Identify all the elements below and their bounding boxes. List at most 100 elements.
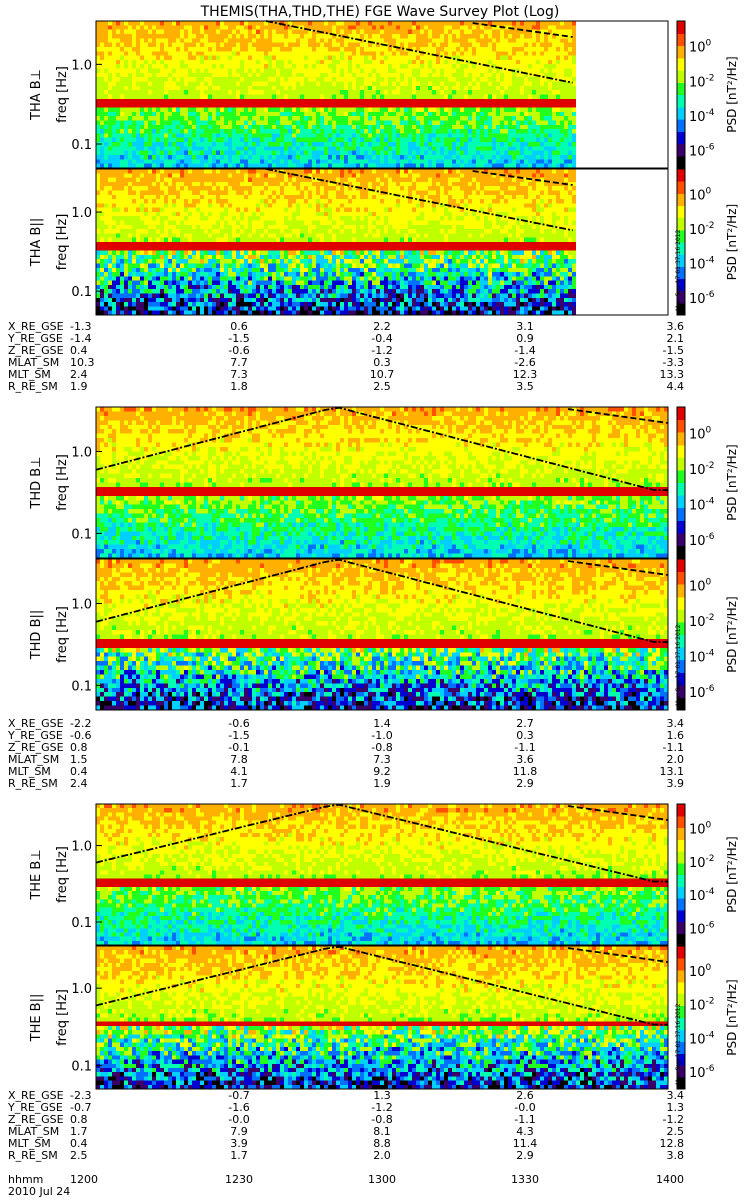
colorbar-tick-label: 10-4 xyxy=(689,255,715,272)
ephemeris-value: 1.9 xyxy=(70,380,88,393)
timestamp: Mon Sep 17 01:37:16 2012 xyxy=(675,1003,682,1085)
y-tick-label: 1.0 xyxy=(71,840,92,855)
colorbar-segment xyxy=(677,572,685,585)
ephemeris-value: 1.8 xyxy=(230,380,248,393)
colorbar-segment xyxy=(677,839,685,851)
ephemeris-value: 2.4 xyxy=(70,777,88,790)
colorbar-tick-label: 10-2 xyxy=(689,613,715,630)
timestamp: Mon Sep 17 01:37:16 2012 xyxy=(675,624,682,706)
colorbar-segment xyxy=(677,144,685,157)
colorbar-tick-label: 10-2 xyxy=(689,997,715,1014)
colorbar-segment xyxy=(677,863,685,875)
time-tick-label: 1400 xyxy=(656,1173,684,1186)
colorbar-tick-label: 10-2 xyxy=(689,854,715,871)
ephemeris-label: R_RE_SM xyxy=(8,777,58,790)
colorbar-segment xyxy=(677,804,685,816)
freq-axis-label: freq [Hz] xyxy=(55,66,70,123)
time-tick-label: 1230 xyxy=(225,1173,253,1186)
freq-axis-label: freq [Hz] xyxy=(55,846,70,903)
time-tick-label: 1330 xyxy=(511,1173,539,1186)
colorbar-segment xyxy=(677,470,685,483)
colorbar-segment xyxy=(677,420,685,433)
colorbar-tick-label: 100 xyxy=(689,821,712,838)
colorbar-segment xyxy=(677,181,685,194)
date-label: 2010 Jul 24 xyxy=(8,1185,70,1198)
ephemeris-value: 2.5 xyxy=(373,380,391,393)
ephemeris-label: R_RE_SM xyxy=(8,1149,58,1162)
colorbar-tick-label: 10-4 xyxy=(689,1030,715,1047)
colorbar-segment xyxy=(677,193,685,206)
colorbar-segment xyxy=(677,910,685,922)
ephemeris-block: X_RE_GSE -2.3 -0.7 1.3 2.6 3.4Y_RE_GSE -0.7 -1.… xyxy=(7,1089,684,1162)
ephemeris-block: X_RE_GSE -1.3 0.6 2.2 3.1 3.6Y_RE_GSE -1.4 -1.5… xyxy=(7,320,684,393)
colorbar-tick-label: 10-6 xyxy=(689,1064,715,1081)
time-tick-label: 1200 xyxy=(70,1173,98,1186)
colorbar-tick-label: 10-4 xyxy=(689,649,715,666)
colorbar-tick-label: 10-6 xyxy=(689,532,715,549)
colorbar-segment xyxy=(677,545,685,558)
colorbar-tick-label: 10-4 xyxy=(689,108,715,125)
colorbar-segment xyxy=(677,107,685,120)
colorbar-segment xyxy=(677,851,685,863)
colorbar-segment xyxy=(677,218,685,231)
heatmap-cells xyxy=(96,804,668,946)
y-tick-label: 1.0 xyxy=(71,598,92,613)
ephemeris-label: R_RE_SM xyxy=(8,380,58,393)
colorbar-segment xyxy=(677,33,685,46)
colorbar-tick-label: 10-2 xyxy=(689,221,715,238)
y-tick-label: 1.0 xyxy=(71,58,92,73)
ephemeris-value: 3.9 xyxy=(667,777,685,790)
colorbar-segment xyxy=(677,445,685,458)
colorbar-segment xyxy=(677,58,685,71)
colorbar-segment xyxy=(677,206,685,219)
colorbar-segment xyxy=(677,958,685,970)
heatmap-cells xyxy=(96,559,668,711)
colorbar-label: PSD [nT²/Hz] xyxy=(725,444,739,520)
panel-label: THD B⊥ xyxy=(29,456,44,509)
colorbar-segment xyxy=(677,609,685,622)
ephemeris-value: 3.8 xyxy=(667,1149,685,1162)
colorbar-segment xyxy=(677,119,685,132)
y-tick-label: 0.1 xyxy=(71,916,92,931)
heatmap-cells xyxy=(96,407,668,559)
ephemeris-value: 3.5 xyxy=(516,380,534,393)
colorbar-segment xyxy=(677,816,685,828)
freq-axis-label: freq [Hz] xyxy=(55,606,70,663)
colorbar-segment xyxy=(677,407,685,420)
panel-label: THE B|| xyxy=(29,994,44,1043)
colorbar-segment xyxy=(677,933,685,945)
ephemeris-value: 2.9 xyxy=(516,777,534,790)
colorbar-tick-label: 10-6 xyxy=(689,920,715,937)
colorbar-segment xyxy=(677,946,685,958)
colorbar-segment xyxy=(677,898,685,910)
y-tick-label: 1.0 xyxy=(71,446,92,461)
time-tick-label: 1300 xyxy=(368,1173,396,1186)
y-tick-label: 1.0 xyxy=(71,206,92,221)
colorbar-segment xyxy=(677,156,685,169)
ephemeris-value: 2.5 xyxy=(70,1149,88,1162)
colorbar-label: PSD [nT²/Hz] xyxy=(725,836,739,912)
ephemeris-value: 4.4 xyxy=(667,380,685,393)
ephemeris-value: 2.0 xyxy=(373,1149,391,1162)
ephemeris-value: 1.7 xyxy=(230,1149,248,1162)
ephemeris-value: 1.7 xyxy=(230,777,248,790)
heatmap-cells xyxy=(96,169,576,316)
plot-title: THEMIS(THA,THD,THE) FGE Wave Survey Plot… xyxy=(200,4,560,20)
freq-axis-label: freq [Hz] xyxy=(55,214,70,271)
ephemeris-block: X_RE_GSE -2.2 -0.6 1.4 2.7 3.4Y_RE_GSE -0.6 -1.… xyxy=(7,717,684,790)
y-tick-label: 1.0 xyxy=(71,982,92,997)
colorbar-label: PSD [nT²/Hz] xyxy=(725,979,739,1055)
colorbar-tick-label: 100 xyxy=(689,577,712,594)
colorbar-segment xyxy=(677,169,685,182)
